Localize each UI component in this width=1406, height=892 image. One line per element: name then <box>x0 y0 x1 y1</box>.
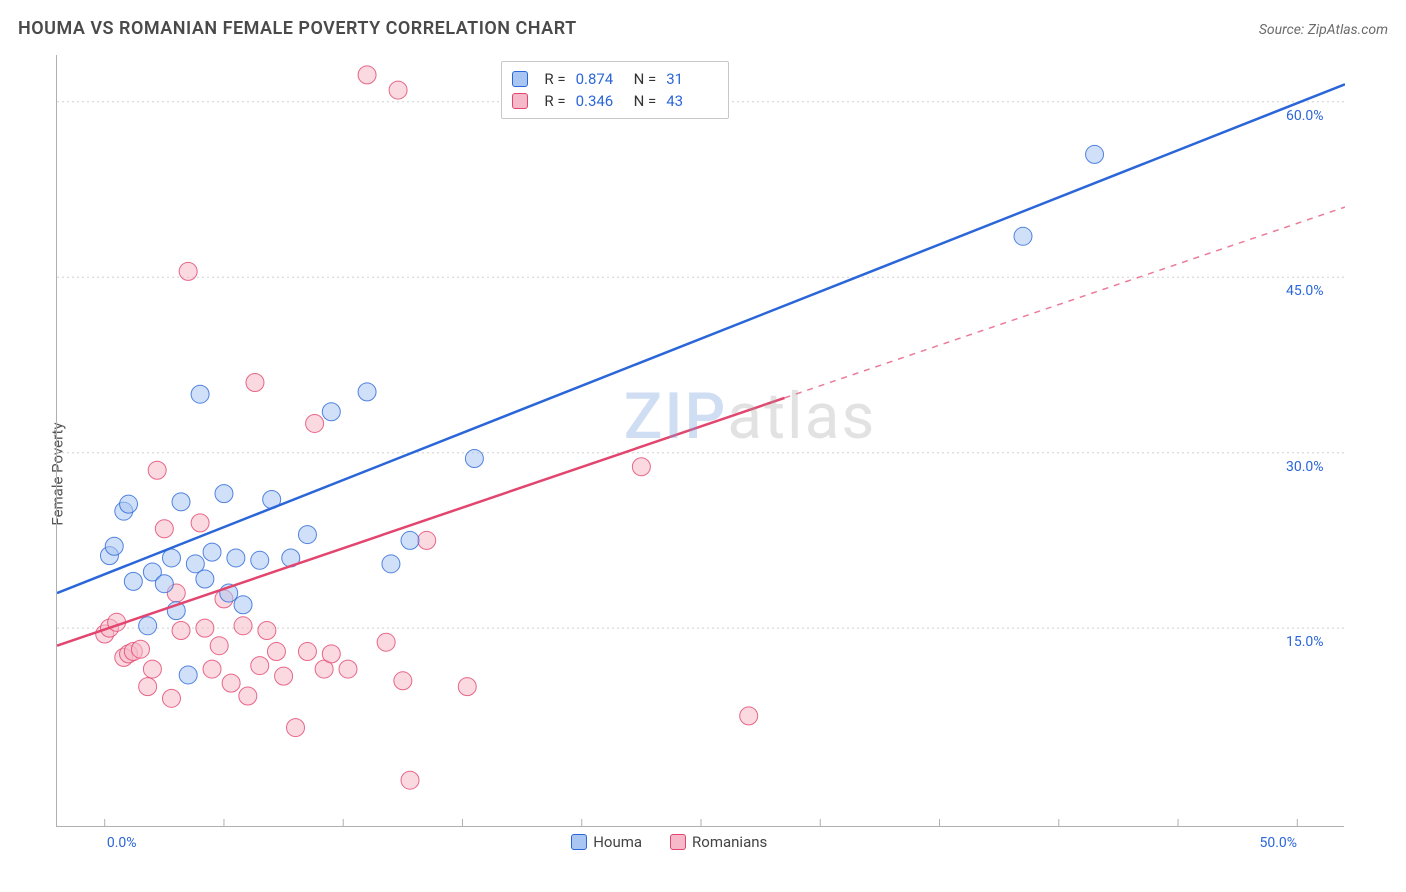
chart-title: HOUMA VS ROMANIAN FEMALE POVERTY CORRELA… <box>18 18 577 39</box>
scatter-point-romanians <box>191 514 209 532</box>
y-tick-label: 15.0% <box>1286 634 1346 650</box>
y-tick-label: 60.0% <box>1286 108 1346 124</box>
x-tick-label: 50.0% <box>1260 835 1298 851</box>
scatter-point-houma <box>382 555 400 573</box>
scatter-point-houma <box>139 617 157 635</box>
scatter-point-romanians <box>155 520 173 538</box>
scatter-point-romanians <box>139 678 157 696</box>
scatter-point-romanians <box>131 640 149 658</box>
chart-svg <box>57 55 1345 827</box>
scatter-point-romanians <box>222 674 240 692</box>
scatter-point-romanians <box>377 633 395 651</box>
scatter-point-romanians <box>179 262 197 280</box>
y-tick-label: 45.0% <box>1286 283 1346 299</box>
scatter-point-romanians <box>143 660 161 678</box>
source-attribution: Source: ZipAtlas.com <box>1259 22 1388 38</box>
scatter-point-romanians <box>740 707 758 725</box>
stats-n-value: 31 <box>666 68 714 90</box>
stats-n-value: 43 <box>666 90 714 112</box>
scatter-point-houma <box>1086 145 1104 163</box>
stats-legend-box: R = 0.874 N = 31 R = 0.346 N = 43 <box>501 61 729 119</box>
stats-swatch-icon <box>512 93 528 109</box>
stats-r-value: 0.874 <box>576 68 624 90</box>
scatter-point-houma <box>322 403 340 421</box>
scatter-point-houma <box>179 666 197 684</box>
scatter-point-romanians <box>148 461 166 479</box>
trend-romanians-dashed <box>784 207 1345 398</box>
legend-item: Romanians <box>670 833 767 851</box>
scatter-point-romanians <box>418 531 436 549</box>
stats-r-label: R = <box>544 68 565 90</box>
trend-houma <box>57 84 1345 593</box>
x-tick-label: 0.0% <box>107 835 137 851</box>
stats-swatch-icon <box>512 71 528 87</box>
legend-bottom: Houma Romanians <box>571 833 767 851</box>
scatter-point-romanians <box>632 458 650 476</box>
stats-row: R = 0.874 N = 31 <box>512 68 714 90</box>
scatter-point-romanians <box>306 414 324 432</box>
scatter-point-romanians <box>322 645 340 663</box>
scatter-point-romanians <box>203 660 221 678</box>
scatter-point-houma <box>124 572 142 590</box>
scatter-point-houma <box>120 495 138 513</box>
scatter-point-romanians <box>267 643 285 661</box>
scatter-point-romanians <box>287 719 305 737</box>
scatter-point-houma <box>155 575 173 593</box>
scatter-point-houma <box>234 596 252 614</box>
scatter-point-romanians <box>234 617 252 635</box>
scatter-point-romanians <box>275 667 293 685</box>
scatter-point-houma <box>1014 227 1032 245</box>
scatter-point-romanians <box>358 66 376 84</box>
stats-r-label: R = <box>544 90 565 112</box>
scatter-point-romanians <box>239 687 257 705</box>
scatter-point-romanians <box>298 643 316 661</box>
legend-label: Romanians <box>692 833 767 851</box>
scatter-point-houma <box>401 531 419 549</box>
scatter-point-houma <box>215 485 233 503</box>
stats-n-label: N = <box>634 90 657 112</box>
scatter-point-romanians <box>172 621 190 639</box>
header: HOUMA VS ROMANIAN FEMALE POVERTY CORRELA… <box>18 18 1388 39</box>
scatter-point-houma <box>251 551 269 569</box>
scatter-point-houma <box>203 543 221 561</box>
scatter-point-houma <box>298 526 316 544</box>
legend-swatch-icon <box>670 834 686 850</box>
scatter-point-romanians <box>458 678 476 696</box>
stats-n-label: N = <box>634 68 657 90</box>
scatter-point-romanians <box>389 81 407 99</box>
scatter-point-romanians <box>196 619 214 637</box>
scatter-point-romanians <box>401 771 419 789</box>
y-tick-label: 30.0% <box>1286 459 1346 475</box>
scatter-point-houma <box>465 450 483 468</box>
plot-area: ZIPatlas R =0.874N =31R =0.346N =43 <box>56 55 1344 827</box>
scatter-point-romanians <box>246 374 264 392</box>
scatter-point-romanians <box>210 637 228 655</box>
plot-container: Female Poverty ZIPatlas R =0.874N =31R =… <box>0 55 1406 892</box>
scatter-point-romanians <box>394 672 412 690</box>
scatter-point-houma <box>191 385 209 403</box>
scatter-point-romanians <box>251 657 269 675</box>
scatter-point-houma <box>227 549 245 567</box>
stats-r-value: 0.346 <box>576 90 624 112</box>
legend-item: Houma <box>571 833 642 851</box>
scatter-point-houma <box>105 537 123 555</box>
scatter-point-houma <box>196 570 214 588</box>
scatter-point-houma <box>172 493 190 511</box>
stats-row: R = 0.346 N = 43 <box>512 90 714 112</box>
scatter-point-romanians <box>258 621 276 639</box>
scatter-point-romanians <box>339 660 357 678</box>
scatter-point-houma <box>358 383 376 401</box>
scatter-point-houma <box>162 549 180 567</box>
legend-swatch-icon <box>571 834 587 850</box>
legend-label: Houma <box>593 833 642 851</box>
scatter-point-romanians <box>162 689 180 707</box>
